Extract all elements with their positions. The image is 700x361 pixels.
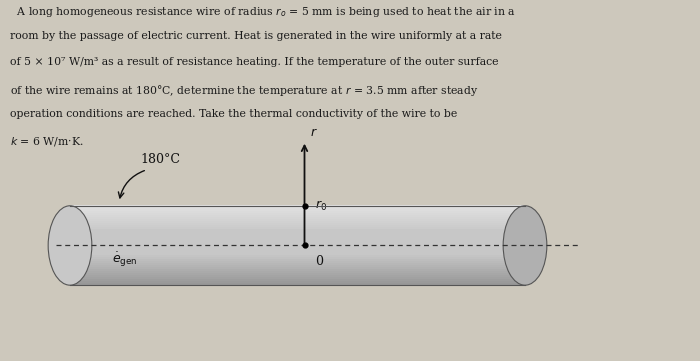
Ellipse shape	[503, 206, 547, 285]
Bar	[70, 265, 525, 267]
Bar	[70, 259, 525, 261]
Bar	[70, 253, 525, 256]
Text: $\dot{e}_{\mathrm{gen}}$: $\dot{e}_{\mathrm{gen}}$	[112, 251, 137, 269]
Bar	[70, 209, 525, 212]
Text: operation conditions are reached. Take the thermal conductivity of the wire to b: operation conditions are reached. Take t…	[10, 109, 458, 119]
Bar	[70, 223, 525, 226]
Text: of the wire remains at 180°C, determine the temperature at $r$ = 3.5 mm after st: of the wire remains at 180°C, determine …	[10, 83, 479, 99]
Bar	[70, 251, 525, 253]
Ellipse shape	[48, 206, 92, 285]
Bar	[70, 271, 525, 273]
Bar	[70, 283, 525, 285]
Text: $k$ = 6 W/m·K.: $k$ = 6 W/m·K.	[10, 135, 84, 148]
Bar	[70, 243, 525, 245]
Text: of 5 × 10⁷ W/m³ as a result of resistance heating. If the temperature of the out: of 5 × 10⁷ W/m³ as a result of resistanc…	[10, 57, 499, 68]
Bar	[70, 275, 525, 277]
Text: 0: 0	[315, 255, 323, 268]
Bar	[70, 273, 525, 275]
Bar	[70, 231, 525, 234]
Bar	[70, 269, 525, 271]
Bar	[70, 247, 525, 249]
Bar	[70, 225, 525, 228]
Bar	[70, 249, 525, 251]
Bar	[70, 267, 525, 269]
Text: room by the passage of electric current. Heat is generated in the wire uniformly: room by the passage of electric current.…	[10, 31, 503, 42]
Bar	[70, 255, 525, 257]
Bar	[70, 213, 525, 216]
Bar	[70, 281, 525, 283]
Bar	[70, 263, 525, 265]
Bar	[70, 207, 525, 210]
Text: A long homogeneous resistance wire of radius $r_o$ = 5 mm is being used to heat : A long homogeneous resistance wire of ra…	[10, 5, 517, 19]
Bar	[70, 217, 525, 219]
Bar	[70, 205, 525, 208]
Bar	[70, 233, 525, 236]
Bar	[70, 235, 525, 238]
Bar	[70, 279, 525, 281]
Bar	[70, 221, 525, 223]
Bar	[70, 227, 525, 230]
Bar	[70, 237, 525, 240]
Text: $r_0$: $r_0$	[315, 199, 327, 213]
Bar	[70, 229, 525, 232]
Bar	[70, 245, 525, 248]
Bar	[70, 215, 525, 218]
Bar	[70, 277, 525, 279]
Bar	[70, 212, 525, 214]
Bar	[70, 241, 525, 243]
Text: $r$: $r$	[310, 126, 318, 139]
Bar	[70, 257, 525, 259]
Bar	[70, 261, 525, 264]
Bar	[70, 206, 525, 285]
Text: 180°C: 180°C	[140, 153, 180, 166]
Bar	[70, 219, 525, 222]
Bar	[70, 239, 525, 242]
